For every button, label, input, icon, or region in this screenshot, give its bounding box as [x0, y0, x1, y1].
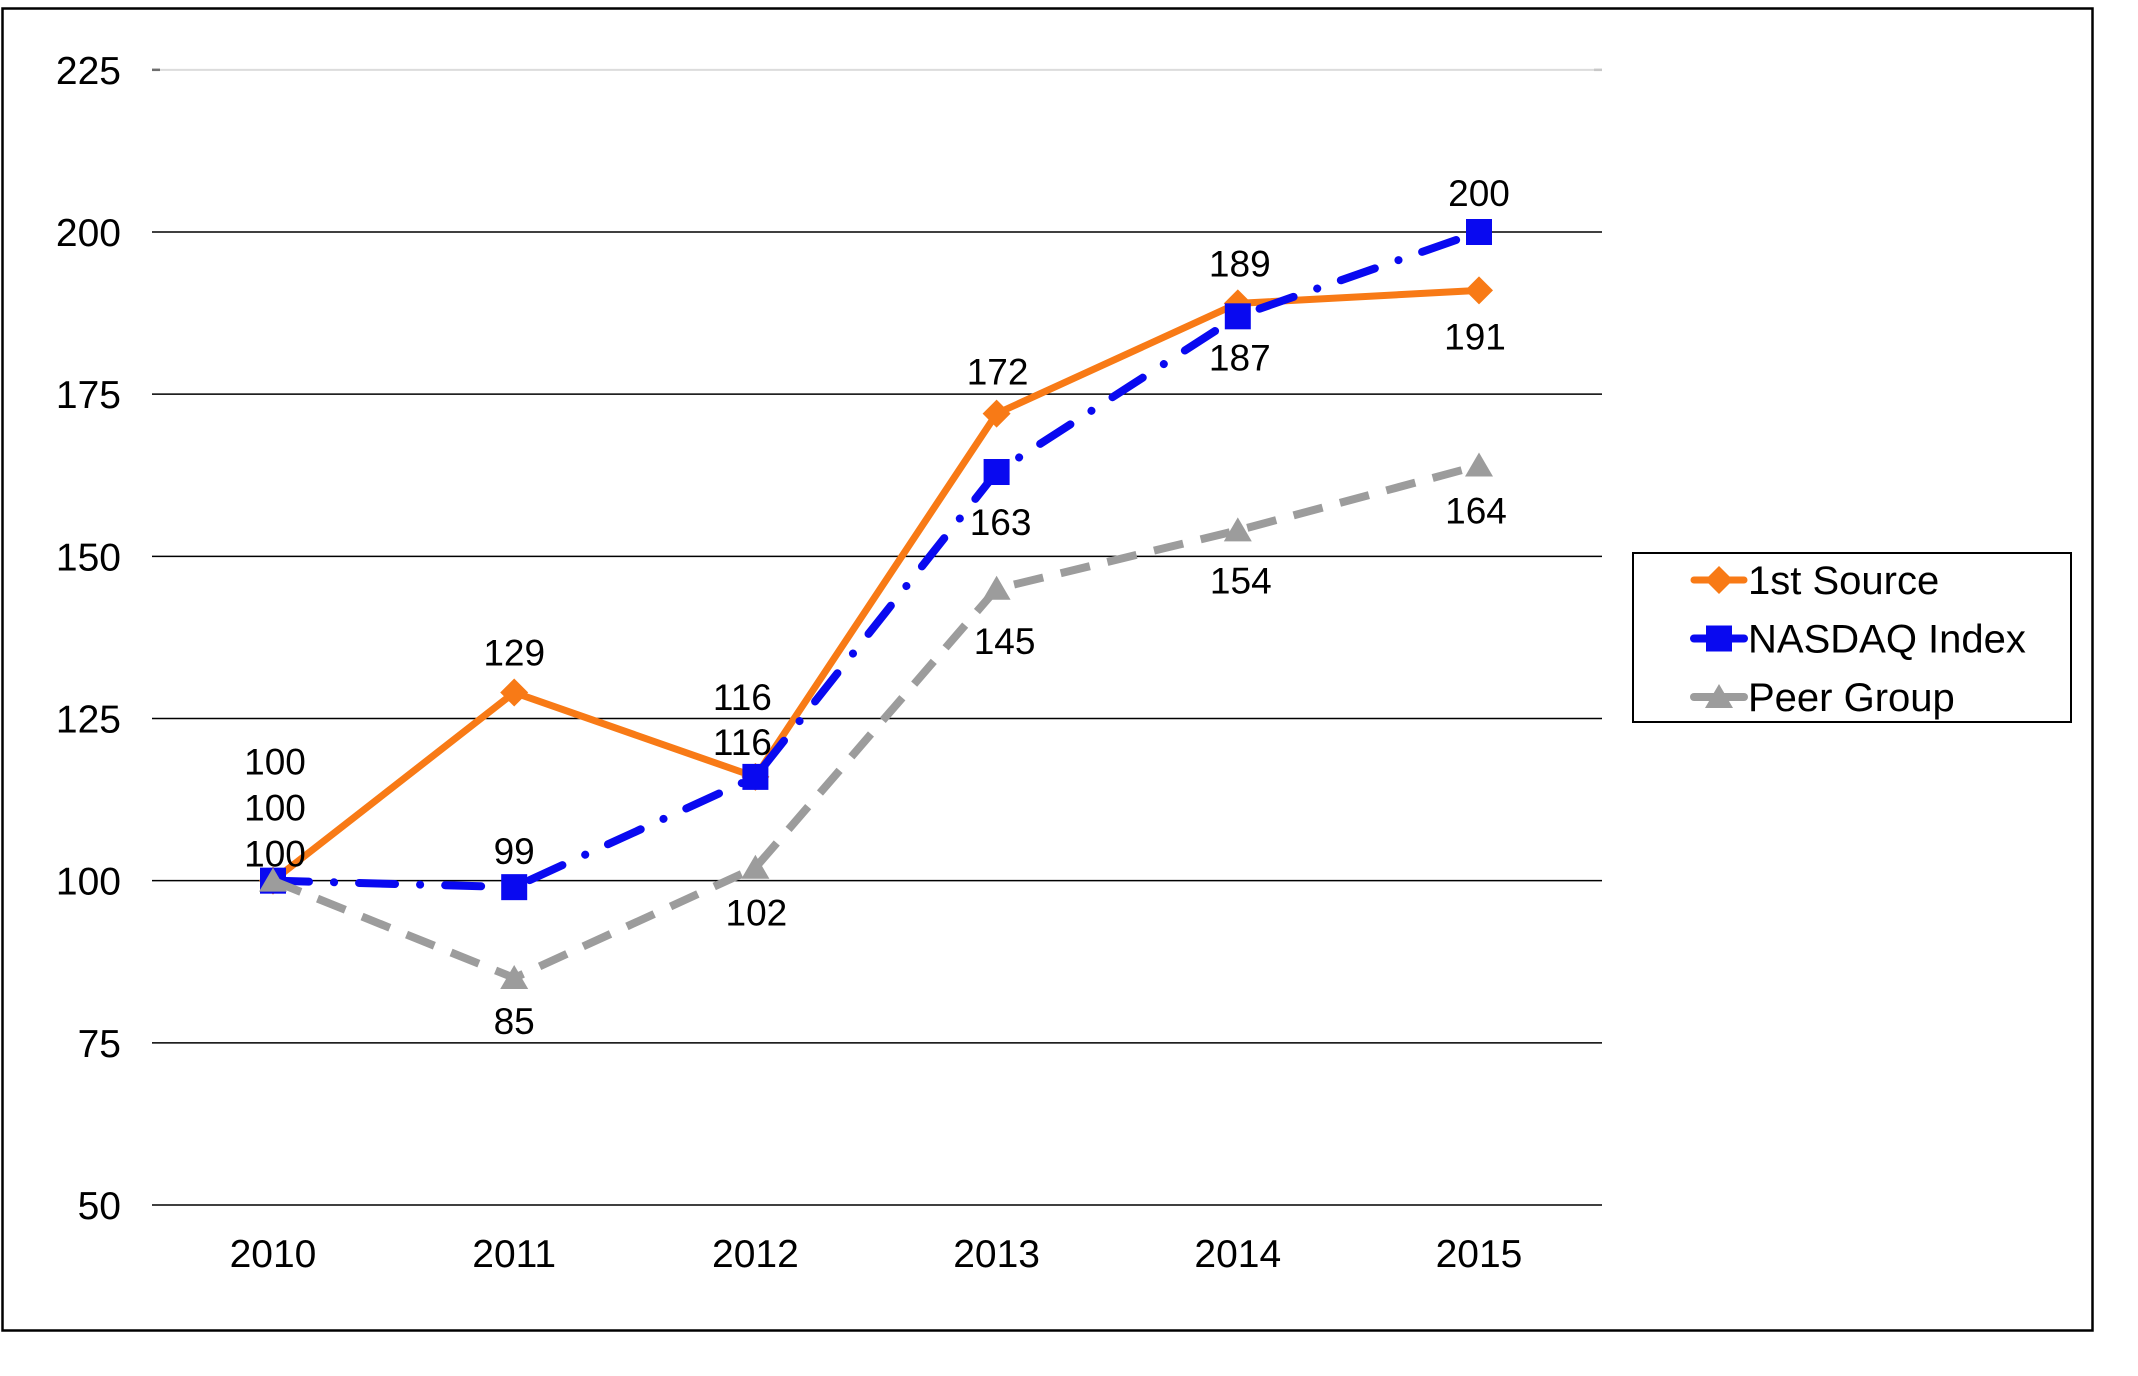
- diamond-marker: [1705, 566, 1733, 594]
- x-axis-tick-label: 2014: [1194, 1233, 1281, 1276]
- y-axis-tick-label: 200: [56, 212, 121, 255]
- x-axis-tick-label: 2013: [953, 1233, 1040, 1276]
- series-line: [269, 286, 1483, 885]
- x-axis-tick-label: 2011: [472, 1233, 556, 1276]
- triangle-marker: [982, 575, 1011, 600]
- data-label-nasdaq-index: 99: [494, 831, 535, 872]
- data-label-nasdaq-index: 187: [1209, 337, 1271, 378]
- y-axis: 50 75 100 125 150 175 200 225: [56, 50, 121, 1228]
- data-label-nasdaq-index: 116: [713, 722, 772, 763]
- y-axis-tick-label: 50: [78, 1185, 121, 1228]
- data-label-nasdaq-index: 200: [1448, 173, 1510, 214]
- diamond-marker: [1465, 276, 1493, 305]
- data-label-1st-source: 172: [967, 352, 1029, 393]
- data-label-1st-source: 191: [1444, 316, 1506, 357]
- legend-label: NASDAQ Index: [1748, 618, 2026, 662]
- series-peer-group: [259, 452, 1493, 989]
- legend-item-peer-group: Peer Group: [1690, 676, 1955, 720]
- square-marker: [983, 459, 1010, 486]
- triangle-marker: [741, 854, 770, 879]
- series-1st-source: [259, 276, 1493, 895]
- square-marker: [501, 874, 528, 901]
- series-nasdaq-index: [260, 219, 1492, 901]
- legend-item-1st-source: 1st Source: [1690, 559, 1939, 603]
- square-marker: [1706, 625, 1732, 652]
- x-axis: 2010 2011 2012 2013 2014 2015: [230, 1233, 1523, 1276]
- y-axis-tick-label: 225: [56, 50, 121, 93]
- y-axis-tick-label: 75: [78, 1023, 121, 1066]
- legend-item-nasdaq-index: NASDAQ Index: [1690, 618, 2026, 662]
- data-label-1st-source: 189: [1209, 243, 1271, 284]
- x-axis-tick-label: 2010: [230, 1233, 317, 1276]
- triangle-marker: [1705, 684, 1733, 708]
- legend: 1st Source NASDAQ Index Peer Group: [1632, 552, 2072, 723]
- data-label-peer-group: 85: [494, 1001, 535, 1042]
- diamond-marker: [500, 678, 529, 707]
- triangle-marker: [500, 964, 529, 989]
- series-line: [271, 461, 1481, 982]
- triangle-marker: [1223, 517, 1252, 542]
- data-label-nasdaq-index: 100: [244, 788, 306, 829]
- triangle-marker: [1465, 452, 1493, 477]
- square-marker: [1466, 219, 1492, 245]
- data-label-1st-source: 116: [713, 677, 772, 718]
- data-label-1st-source: 129: [483, 633, 545, 674]
- data-label-peer-group: 100: [244, 834, 306, 875]
- data-label-nasdaq-index: 163: [970, 502, 1032, 543]
- diamond-marker: [982, 399, 1011, 428]
- legend-label: Peer Group: [1748, 676, 1955, 720]
- legend-label: 1st Source: [1748, 559, 1939, 603]
- data-label-peer-group: 102: [726, 893, 788, 934]
- series-line: [269, 228, 1483, 892]
- x-axis-tick-label: 2012: [712, 1233, 799, 1276]
- y-axis-tick-label: 100: [56, 861, 121, 904]
- data-label-1st-source: 100: [244, 742, 306, 783]
- y-axis-tick-label: 175: [56, 374, 121, 417]
- data-label-peer-group: 164: [1445, 491, 1507, 532]
- triangle-marker: [259, 867, 287, 892]
- data-label-peer-group: 145: [974, 621, 1036, 662]
- data-labels: 100 129 116 172 189 191 100 99 116 163 187 200 100 85…: [244, 173, 1510, 1042]
- x-axis-tick-label: 2015: [1436, 1233, 1523, 1276]
- square-marker: [742, 763, 769, 790]
- square-marker: [1224, 303, 1251, 330]
- gridlines: [152, 68, 1602, 1206]
- y-axis-tick-label: 125: [56, 699, 121, 742]
- y-axis-tick-label: 150: [56, 536, 121, 579]
- chart-border: [1, 7, 2094, 1332]
- data-label-peer-group: 154: [1210, 560, 1272, 601]
